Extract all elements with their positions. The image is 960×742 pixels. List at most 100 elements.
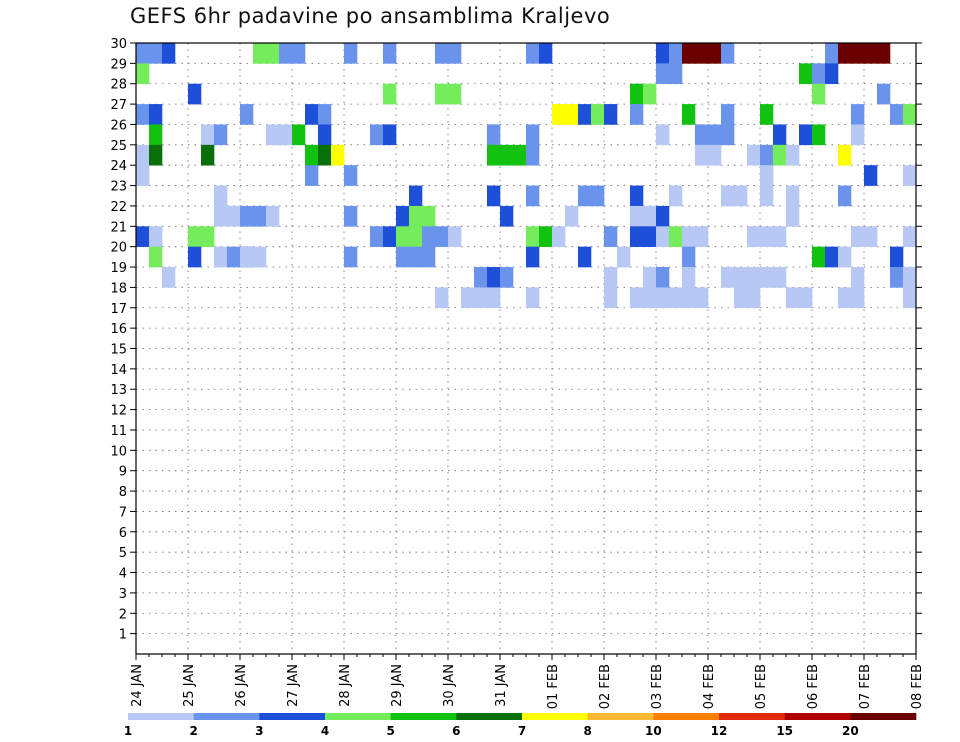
heatmap-cell (747, 226, 761, 247)
heatmap-cell (344, 165, 358, 186)
legend-label: 1 (124, 724, 132, 738)
heatmap-cell (773, 226, 787, 247)
heatmap-cell (682, 104, 696, 125)
heatmap-cell (643, 267, 657, 288)
heatmap-cell (344, 43, 358, 64)
heatmap-cell (721, 43, 735, 64)
heatmap-cell (851, 267, 865, 288)
y-tick-label: 28 (110, 78, 127, 93)
heatmap-cell (656, 287, 670, 309)
heatmap-cell (487, 144, 501, 166)
y-tick-label: 14 (110, 363, 127, 378)
heatmap-cell (266, 124, 280, 146)
heatmap-cell (188, 83, 202, 105)
heatmap-cell (708, 144, 722, 166)
heatmap-cell (435, 287, 449, 309)
heatmap-cell (812, 246, 826, 268)
heatmap-cell (656, 205, 670, 227)
y-tick-label: 25 (110, 139, 127, 154)
heatmap-cell (799, 63, 813, 85)
heatmap-cell (838, 185, 852, 207)
heatmap-cell (812, 63, 826, 85)
heatmap-cell (760, 104, 774, 125)
heatmap-cell (266, 43, 280, 64)
chart-title: GEFS 6hr padavine po ansamblima Kraljevo (130, 4, 611, 28)
heatmap-cell (552, 104, 566, 125)
heatmap-cell (188, 246, 202, 268)
heatmap-cell (201, 226, 215, 247)
y-tick-label: 9 (119, 465, 127, 480)
legend-swatch (850, 713, 917, 720)
heatmap-cell (695, 226, 709, 247)
heatmap-cell (149, 246, 163, 268)
heatmap-cell (162, 43, 176, 64)
heatmap-cell (149, 226, 163, 247)
y-tick-label: 3 (119, 587, 127, 602)
heatmap-cell (812, 124, 826, 146)
heatmap-cell (526, 287, 540, 309)
heatmap-cell (630, 205, 644, 227)
heatmap-cell (409, 246, 423, 268)
heatmap-cell (643, 226, 657, 247)
heatmap-cell (513, 144, 527, 166)
x-tick-label: 27 JAN (286, 664, 301, 707)
heatmap-cell (487, 185, 501, 207)
heatmap-cell (578, 104, 592, 125)
heatmap-cell (305, 144, 319, 166)
heatmap-cell (747, 287, 761, 309)
heatmap-cell (682, 287, 696, 309)
heatmap-cell (227, 246, 241, 268)
heatmap-cell (500, 267, 514, 288)
x-tick-label: 24 JAN (130, 664, 145, 707)
heatmap-cell (838, 43, 852, 64)
heatmap-cell (760, 267, 774, 288)
heatmap-cell (279, 43, 293, 64)
x-tick-label: 29 JAN (390, 664, 405, 707)
heatmap-cell (877, 83, 891, 105)
heatmap-cell (253, 246, 267, 268)
legend-swatch (193, 713, 260, 720)
heatmap-cell (214, 124, 228, 146)
heatmap-cell (734, 287, 748, 309)
heatmap-cell (630, 185, 644, 207)
y-tick-label: 19 (110, 261, 127, 276)
heatmap-cell (838, 287, 852, 309)
heatmap-cell (149, 43, 163, 64)
heatmap-cell (773, 124, 787, 146)
heatmap-cell (201, 124, 215, 146)
heatmap-cell (487, 287, 501, 309)
heatmap-cell (760, 185, 774, 207)
legend-label: 12 (711, 724, 728, 738)
heatmap-cell (136, 165, 150, 186)
y-tick-label: 16 (110, 322, 127, 337)
y-tick-label: 17 (110, 302, 127, 317)
heatmap-cell (682, 246, 696, 268)
heatmap-cell (227, 205, 241, 227)
legend-label: 7 (518, 724, 526, 738)
heatmap-cell (409, 185, 423, 207)
heatmap-cell (240, 246, 254, 268)
heatmap-cell (760, 165, 774, 186)
heatmap-cell (500, 144, 514, 166)
y-tick-label: 6 (119, 526, 127, 541)
heatmap-cell (656, 43, 670, 64)
heatmap-cell (812, 83, 826, 105)
heatmap-cell (487, 124, 501, 146)
heatmap-cell (526, 226, 540, 247)
heatmap-cell (578, 246, 592, 268)
heatmap-cell (851, 226, 865, 247)
heatmap-cell (630, 104, 644, 125)
heatmap-cell (396, 246, 410, 268)
heatmap-cell (461, 287, 475, 309)
heatmap-cell (240, 205, 254, 227)
x-tick-label: 06 FEB (806, 664, 821, 709)
y-tick-label: 10 (110, 444, 127, 459)
heatmap-cell (279, 124, 293, 146)
heatmap-cell (669, 63, 683, 85)
heatmap-cell (851, 124, 865, 146)
legend-swatch (653, 713, 720, 720)
heatmap-cell (630, 83, 644, 105)
heatmap-cell (630, 287, 644, 309)
legend-swatch (325, 713, 391, 720)
